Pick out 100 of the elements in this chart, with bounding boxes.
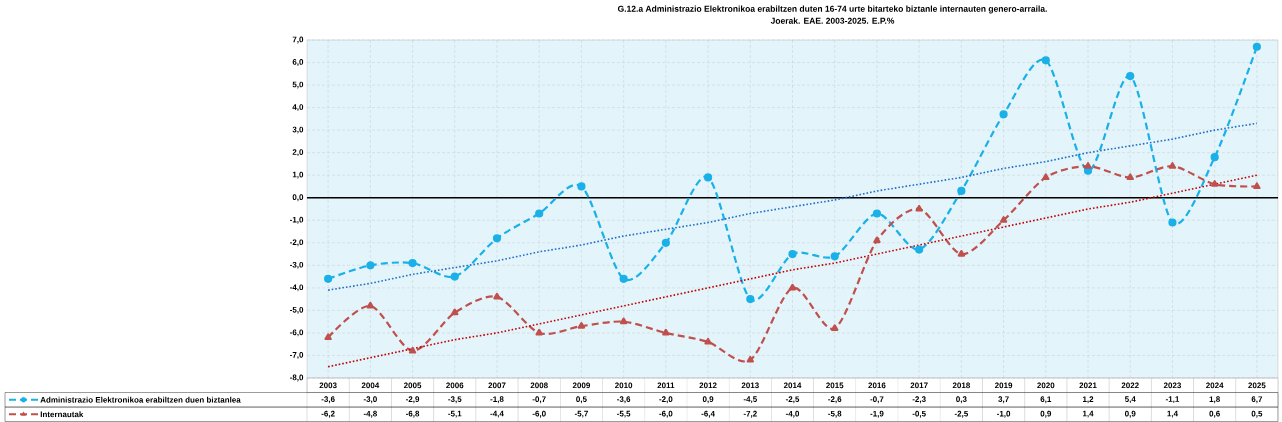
chart-title: G.12.a Administrazio Elektronikoa erabiltzen duten 16-74 urte bitarteko biztanle internauten genero-arraila. — [617, 5, 1047, 14]
point — [746, 355, 754, 363]
point — [999, 216, 1008, 223]
data-label: -5,7 — [574, 410, 588, 418]
x-tick-label: 2020 — [1037, 382, 1055, 389]
y-tick-label: 2,0 — [292, 149, 304, 157]
data-label: -1,1 — [1165, 396, 1180, 404]
x-tick-label: 2009 — [572, 382, 591, 389]
point — [451, 308, 459, 316]
y-tick-label: -7,0 — [290, 352, 304, 359]
data-label: 5,4 — [1124, 396, 1136, 404]
y-tick-label: -2,0 — [290, 239, 304, 247]
point — [957, 249, 966, 257]
point — [662, 328, 670, 336]
point — [746, 295, 755, 304]
data-label: 6,1 — [1040, 396, 1052, 404]
data-label: 0,5 — [576, 396, 587, 404]
data-label: 3,7 — [998, 396, 1009, 404]
point — [450, 272, 459, 281]
data-label: -0,5 — [912, 410, 926, 418]
x-tick-label: 2010 — [615, 382, 633, 389]
data-label: 0,9 — [702, 396, 714, 404]
x-tick-label: 2014 — [783, 382, 802, 389]
point — [788, 283, 797, 291]
data-label: -7,2 — [743, 410, 757, 418]
data-label: -6,2 — [321, 410, 335, 418]
x-tick-label: 2013 — [741, 382, 759, 389]
data-label: -6,0 — [659, 410, 673, 418]
data-label: -0,7 — [870, 396, 884, 404]
point — [492, 234, 502, 243]
point — [1041, 56, 1050, 65]
data-label: -1,0 — [997, 410, 1011, 418]
point — [661, 238, 670, 247]
y-tick-label: -3,0 — [290, 261, 304, 269]
data-label: -2,5 — [954, 410, 969, 418]
data-label: -2,0 — [659, 396, 673, 404]
y-tick-label: -4,0 — [290, 284, 304, 292]
x-tick-label: 2003 — [319, 382, 337, 389]
point — [872, 209, 882, 218]
x-tick-label: 2018 — [952, 382, 971, 389]
point — [1210, 180, 1219, 187]
point — [999, 110, 1008, 119]
data-label: 0,6 — [1209, 410, 1220, 418]
point — [703, 173, 713, 182]
point — [1168, 218, 1177, 227]
chart-subtitle: Joerak. EAE. 2003-2025. E.P.% — [770, 17, 895, 24]
x-tick-label: 2012 — [699, 382, 717, 389]
y-tick-label: 3,0 — [292, 126, 304, 134]
data-label: 0,9 — [1040, 410, 1052, 418]
x-tick-label: 2024 — [1206, 382, 1224, 389]
point — [577, 182, 586, 191]
data-label: 1,4 — [1082, 410, 1094, 418]
data-label: -5,5 — [617, 410, 631, 418]
point — [704, 337, 712, 345]
x-tick-label: 2023 — [1163, 382, 1182, 389]
point — [1126, 71, 1135, 81]
point — [1210, 153, 1219, 162]
x-tick-label: 2008 — [530, 382, 548, 389]
legend-label: Administrazio Elektronikoa erabiltzen duen biztanlea — [40, 396, 241, 403]
point — [366, 261, 375, 270]
point — [830, 252, 839, 261]
point — [1084, 162, 1092, 169]
point — [1042, 173, 1050, 181]
y-tick-label: 1,0 — [292, 171, 304, 179]
x-tick-label: 2022 — [1121, 382, 1139, 389]
data-label: -2,5 — [785, 396, 800, 404]
y-tick-label: -1,0 — [290, 216, 304, 224]
data-label: -3,6 — [321, 396, 335, 404]
point — [1253, 182, 1261, 190]
point — [577, 322, 586, 329]
point — [408, 258, 417, 268]
x-tick-label: 2025 — [1248, 382, 1266, 389]
data-label: 0,9 — [1124, 410, 1136, 418]
y-tick-label: 4,0 — [292, 104, 304, 112]
data-label: -6,8 — [405, 410, 420, 418]
point — [619, 274, 628, 283]
point — [957, 186, 966, 196]
data-label: -2,6 — [828, 396, 842, 404]
data-label: 1,4 — [1167, 410, 1178, 418]
data-label: -3,5 — [448, 396, 462, 404]
y-tick-label: 0,0 — [292, 194, 304, 202]
point — [1126, 173, 1134, 181]
x-tick-label: 2019 — [994, 382, 1013, 389]
data-label: 1,8 — [1209, 396, 1220, 404]
data-label: -1,9 — [870, 410, 884, 418]
data-label: -3,0 — [363, 396, 377, 404]
y-tick-label: -8,0 — [290, 374, 304, 382]
point — [831, 324, 839, 332]
point — [493, 292, 501, 300]
data-label: -0,7 — [532, 396, 546, 404]
x-tick-label: 2011 — [657, 382, 675, 389]
x-tick-label: 2005 — [403, 382, 422, 389]
x-tick-label: 2004 — [361, 382, 380, 389]
data-label: -4,0 — [785, 410, 800, 418]
y-tick-label: 6,0 — [292, 59, 304, 66]
data-label: -5,8 — [828, 410, 842, 418]
point — [535, 209, 544, 218]
y-tick-label: 5,0 — [292, 81, 304, 89]
data-label: -4,4 — [490, 410, 504, 418]
point — [1168, 162, 1177, 169]
